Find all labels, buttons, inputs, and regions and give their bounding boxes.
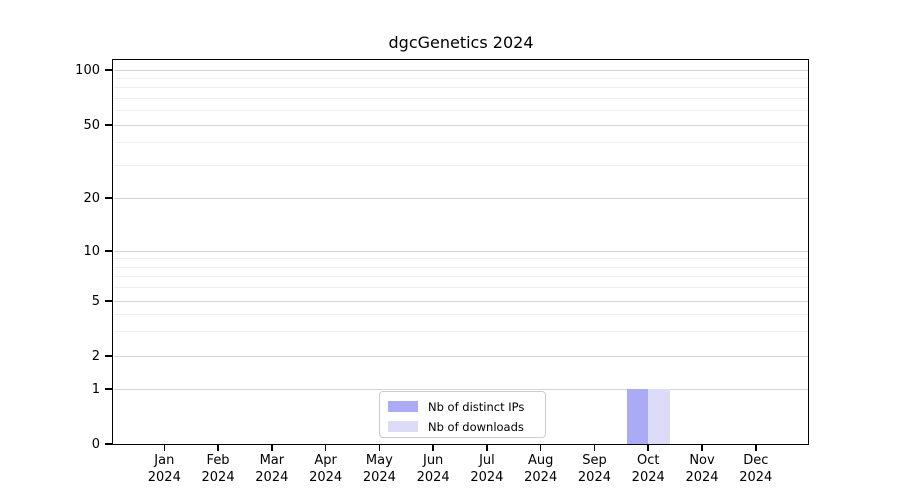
y-gridline-minor: [114, 97, 808, 99]
x-tick-mark: [217, 445, 219, 451]
legend-label-distinct-ips: Nb of distinct IPs: [428, 399, 525, 414]
x-tick-label: Jul 2024: [470, 453, 504, 485]
y-tick-label: 0: [91, 436, 100, 452]
x-tick-mark: [486, 445, 488, 451]
x-tick-label: Apr 2024: [309, 453, 343, 485]
y-tick-mark: [105, 300, 113, 302]
y-gridline-minor: [114, 110, 808, 112]
x-tick-label: Jun 2024: [416, 453, 450, 485]
x-tick-mark: [324, 445, 327, 451]
x-tick-label: Sep 2024: [577, 453, 611, 485]
y-gridline-major: [114, 388, 808, 390]
x-tick-label: Mar 2024: [255, 453, 289, 485]
x-tick-label: Feb 2024: [201, 453, 235, 485]
x-tick-mark: [378, 445, 381, 451]
x-tick-mark: [755, 445, 757, 451]
chart-title: dgcGenetics 2024: [388, 33, 534, 52]
y-gridline-major: [114, 355, 808, 357]
y-gridline-minor: [114, 313, 808, 315]
y-gridline-minor: [114, 142, 808, 144]
y-tick-label: 50: [83, 117, 100, 133]
y-tick-mark: [105, 69, 113, 71]
y-gridline-major: [114, 300, 808, 302]
y-tick-mark: [105, 124, 113, 126]
x-tick-label: Nov 2024: [685, 453, 719, 485]
y-tick-mark: [105, 250, 113, 252]
y-tick-label: 100: [75, 62, 100, 78]
x-tick-label: May 2024: [362, 453, 396, 485]
y-tick-label: 1: [91, 381, 100, 397]
x-tick-mark: [271, 445, 273, 451]
y-tick-label: 5: [91, 293, 100, 309]
y-tick-label: 20: [83, 190, 100, 206]
legend-swatch-distinct-ips: [388, 401, 418, 412]
y-gridline-minor: [114, 266, 808, 268]
legend-swatch-downloads: [388, 421, 418, 432]
legend-label-downloads: Nb of downloads: [428, 419, 524, 434]
x-tick-mark: [432, 445, 434, 451]
y-gridline-major: [114, 197, 808, 199]
y-tick-mark: [105, 197, 113, 199]
x-tick-mark: [647, 445, 649, 451]
y-tick-mark: [105, 355, 113, 357]
y-gridline-major: [114, 124, 808, 126]
legend-entry-downloads: Nb of downloads: [388, 418, 537, 435]
y-gridline-minor: [114, 87, 808, 89]
x-tick-label: Aug 2024: [524, 453, 558, 485]
legend-entry-distinct-ips: Nb of distinct IPs: [388, 398, 537, 415]
y-gridline-major: [114, 250, 808, 252]
y-gridline-minor: [114, 258, 808, 260]
x-tick-label: Oct 2024: [631, 453, 665, 485]
y-tick-label: 2: [91, 348, 100, 364]
x-tick-label: Jan 2024: [147, 453, 181, 485]
x-tick-mark: [593, 445, 596, 451]
x-tick-mark: [163, 445, 166, 451]
y-tick-mark: [105, 388, 113, 390]
legend: Nb of distinct IPs Nb of downloads: [379, 391, 546, 438]
y-gridline-minor: [114, 287, 808, 289]
y-gridline-minor: [114, 77, 808, 79]
y-gridline-minor: [114, 165, 808, 167]
y-gridline-minor: [114, 276, 808, 278]
x-tick-mark: [701, 445, 703, 451]
y-gridline-major: [114, 69, 808, 71]
bar-distinct-ips: [626, 389, 649, 444]
y-tick-mark: [105, 443, 113, 445]
x-tick-mark: [539, 445, 542, 451]
x-tick-label: Dec 2024: [739, 453, 773, 485]
y-tick-label: 10: [83, 243, 100, 259]
plot-border: [112, 59, 809, 445]
y-gridline-minor: [114, 331, 808, 333]
bar-downloads: [648, 389, 670, 444]
